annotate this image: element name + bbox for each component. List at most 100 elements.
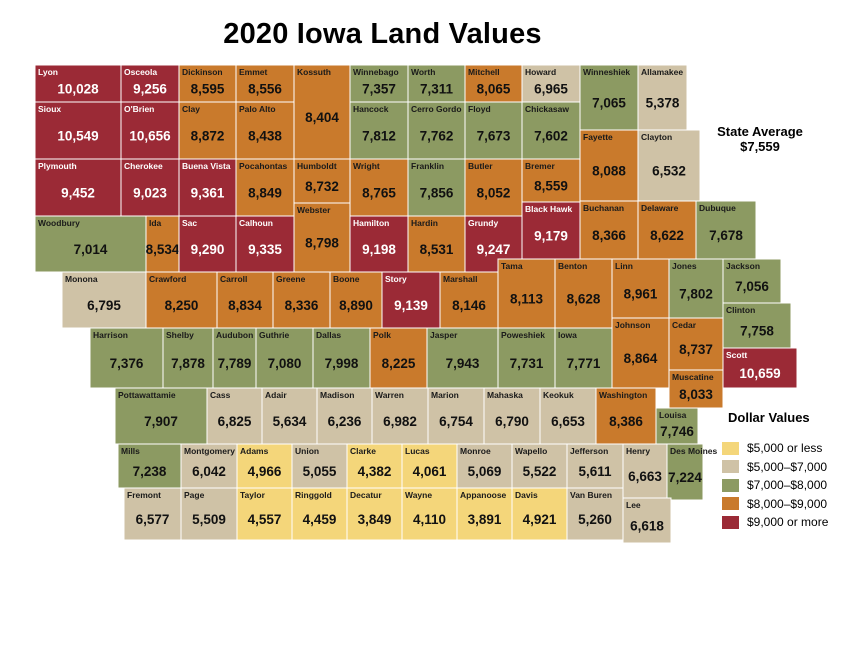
county-clinton: Clinton 7,758 [722,302,792,349]
county-shape [595,387,657,445]
county-shape [145,271,218,329]
county-name: Madison [320,390,354,400]
county-name: Keokuk [543,390,574,400]
county-value: 10,659 [739,366,780,381]
county-value: 8,146 [452,298,486,313]
county-value: 9,179 [534,229,568,244]
county-shape [439,271,499,329]
county-value: 9,247 [477,242,511,257]
county-shape [464,64,523,103]
county-value: 7,746 [660,424,694,439]
county-osceola: Osceola 9,256 [120,64,180,103]
county-shape [695,200,757,260]
county-value: 7,224 [668,470,702,485]
county-value: 7,998 [325,356,359,371]
county-value: 7,762 [420,129,454,144]
county-name: Pocahontas [239,161,287,171]
county-shape [511,443,568,489]
county-shape [539,387,597,445]
county-value: 7,056 [735,279,769,294]
county-name: Humboldt [297,161,337,171]
county-humboldt: Humboldt 8,732 [293,158,351,204]
county-fremont: Fremont 6,577 [123,487,182,541]
county-name: Pottawattamie [118,390,176,400]
county-buchanan: Buchanan 8,366 [579,200,639,260]
county-value: 8,849 [248,186,282,201]
county-o-brien: O'Brien 10,656 [120,101,180,160]
county-grundy: Grundy 9,247 [464,215,523,273]
county-name: Montgomery [184,446,235,456]
county-dickinson: Dickinson 8,595 [178,64,237,103]
county-shape [312,327,371,389]
county-value: 8,052 [477,186,511,201]
county-value: 6,790 [495,414,529,429]
county-cherokee: Cherokee 9,023 [120,158,180,217]
county-value: 6,965 [534,82,568,97]
county-shape [464,158,523,217]
county-webster: Webster 8,798 [293,202,351,273]
county-washington: Washington 8,386 [595,387,657,445]
county-value: 4,459 [303,512,337,527]
county-shape [178,64,237,103]
county-value: 7,678 [709,228,743,243]
county-value: 9,198 [362,242,396,257]
county-taylor: Taylor 4,557 [236,487,293,541]
county-shape [666,443,704,501]
county-lee: Lee 6,618 [622,497,672,544]
county-shape [668,369,724,409]
county-shape [180,487,238,541]
county-name: Woodbury [38,218,80,228]
county-name: Tama [501,261,523,271]
county-shape [293,202,351,273]
county-value: 8,872 [191,129,225,144]
county-value: 10,028 [57,82,99,97]
county-shape [611,258,670,319]
county-value: 6,236 [328,414,362,429]
county-value: 6,653 [551,414,585,429]
county-value: 8,534 [146,242,180,257]
county-fayette: Fayette 8,088 [579,129,639,202]
county-name: Hardin [411,218,438,228]
county-name: Muscatine [672,372,714,382]
county-name: O'Brien [124,104,154,114]
county-franklin: Franklin 7,856 [407,158,466,217]
county-name: Ringgold [295,490,332,500]
county-name: Wayne [405,490,432,500]
county-name: Jefferson [570,446,608,456]
state-average-label: State Average [717,124,803,139]
county-shape [120,158,180,217]
county-shape [216,271,274,329]
map-title: 2020 Iowa Land Values [223,18,542,50]
county-lyon: Lyon 10,028 [34,64,122,103]
county-tama: Tama 8,113 [497,258,556,329]
county-shape [401,443,458,489]
county-shape [566,487,624,541]
county-value: 5,069 [468,464,502,479]
county-value: 8,033 [679,387,713,402]
legend-label: $7,000–$8,000 [747,478,828,493]
county-value: 4,110 [413,512,446,527]
county-jackson: Jackson 7,056 [722,258,782,304]
county-name: Johnson [615,320,650,330]
county-shape [291,443,348,489]
county-value: 7,376 [110,356,144,371]
county-name: Taylor [240,490,266,500]
county-shape [637,129,701,202]
county-value: 8,595 [191,82,225,97]
county-palo-alto: Palo Alto 8,438 [235,101,295,160]
county-name: Cass [210,390,231,400]
county-shape [34,215,147,273]
county-warren: Warren 6,982 [371,387,429,445]
county-value: 7,907 [144,414,178,429]
county-value: 7,878 [171,356,205,371]
county-value: 6,663 [628,469,662,484]
county-shape [521,101,581,160]
county-name: Ida [149,218,162,228]
county-value: 7,856 [420,186,454,201]
county-name: Linn [615,261,633,271]
county-value: 8,559 [534,179,568,194]
county-delaware: Delaware 8,622 [637,200,697,260]
county-value: 4,061 [413,464,447,479]
county-shape [316,387,373,445]
county-value: 6,577 [136,512,170,527]
